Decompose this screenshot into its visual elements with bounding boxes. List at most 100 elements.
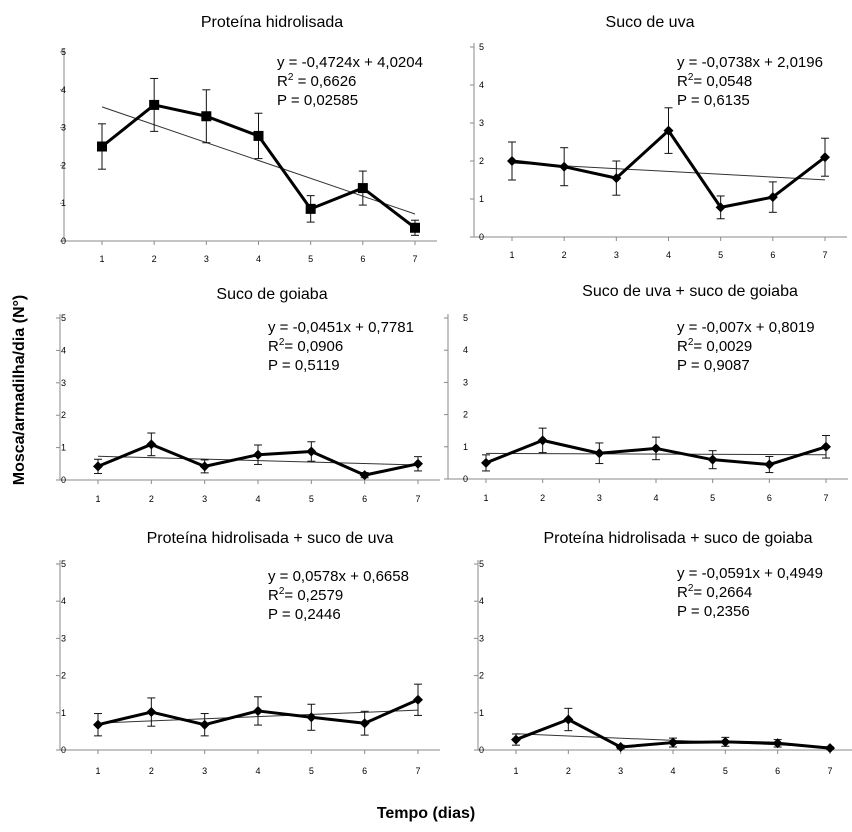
x-tick-label: 7	[415, 494, 420, 504]
x-tick-label: 4	[255, 494, 260, 504]
y-tick-label: 3	[463, 377, 468, 387]
x-tick-label: 4	[255, 766, 260, 776]
y-tick-label: 4	[61, 345, 66, 355]
x-tick-label: 5	[723, 766, 728, 776]
y-tick-label: 2	[479, 671, 484, 681]
data-point	[821, 441, 831, 452]
y-tick-label: 5	[479, 42, 484, 52]
y-tick-label: 3	[61, 123, 66, 133]
r-squared: R2= 0,0906	[268, 337, 343, 355]
panel-2: Suco de uva 0 1 2 3 4 5 1 2 3 4 5 6 7 y = -0,0738x + 2…	[470, 14, 847, 260]
data-point	[146, 707, 157, 718]
x-tick-label: 5	[308, 254, 313, 264]
x-tick-label: 3	[202, 766, 207, 776]
data-point	[413, 458, 423, 469]
x-tick-label: 2	[566, 766, 571, 776]
y-tick-label: 2	[61, 410, 66, 420]
data-point	[511, 734, 521, 745]
data-point	[413, 694, 423, 705]
y-tick-label: 4	[61, 596, 66, 606]
p-value: P = 0,9087	[677, 357, 750, 374]
data-point	[199, 461, 210, 472]
x-tick-label: 6	[362, 766, 367, 776]
data-point	[305, 203, 316, 214]
data-point	[825, 743, 835, 754]
data-point	[359, 718, 370, 729]
data-point	[146, 439, 157, 450]
x-tick-label: 1	[95, 766, 100, 776]
y-tick-label: 2	[463, 410, 468, 420]
r-squared: R2= 0,0029	[677, 337, 752, 355]
data-point	[663, 125, 674, 136]
data-point	[707, 454, 718, 465]
x-tick-label: 7	[415, 766, 420, 776]
panel-title: Proteína hidrolisada + suco de goiaba	[543, 530, 812, 547]
y-tick-label: 0	[463, 474, 468, 484]
y-tick-label: 4	[479, 80, 484, 90]
data-point	[201, 111, 212, 122]
data-point	[306, 712, 317, 723]
y-tick-label: 0	[61, 745, 66, 755]
data-point	[481, 457, 491, 468]
r-squared: R2= 0,2664	[677, 583, 752, 601]
x-tick-label: 3	[618, 766, 623, 776]
data-point	[764, 459, 775, 470]
r-squared: R2= 0,2579	[268, 586, 343, 604]
y-tick-label: 5	[61, 47, 66, 57]
panel-title: Proteína hidrolisada + suco de uva	[147, 530, 394, 547]
regression-equation: y = 0,0578x + 0,6658	[268, 568, 409, 585]
x-tick-label: 6	[770, 250, 775, 260]
y-tick-label: 1	[463, 442, 468, 452]
y-tick-label: 4	[463, 345, 468, 355]
regression-equation: y = -0,0451x + 0,7781	[268, 319, 414, 336]
data-point	[93, 719, 103, 730]
data-point	[772, 738, 783, 749]
data-point	[715, 202, 726, 213]
data-point	[651, 443, 661, 454]
r-squared-value: = 0,0029	[693, 338, 752, 355]
y-tick-label: 0	[479, 745, 484, 755]
r-squared-value: = 0,2664	[693, 584, 752, 601]
x-tick-label: 4	[670, 766, 675, 776]
x-tick-label: 1	[99, 254, 104, 264]
x-tick-label: 4	[653, 493, 658, 503]
r-squared-value: = 0,0548	[693, 73, 752, 90]
x-tick-label: 5	[710, 493, 715, 503]
r-squared: R2 = 0,6626	[277, 72, 356, 90]
data-point	[507, 156, 517, 166]
panel-title: Proteína hidrolisada	[201, 14, 343, 31]
x-tick-label: 3	[202, 494, 207, 504]
x-tick-label: 6	[767, 493, 772, 503]
data-point	[767, 192, 778, 203]
regression-equation: y = -0,007x + 0,8019	[677, 319, 815, 336]
x-tick-label: 3	[597, 493, 602, 503]
regression-equation: y = -0,4724x + 4,0204	[277, 54, 423, 71]
regression-equation: y = -0,0591x + 0,4949	[677, 565, 823, 582]
data-point	[253, 130, 264, 141]
y-tick-label: 4	[61, 85, 66, 95]
data-point	[720, 736, 731, 747]
p-value: P = 0,02585	[277, 92, 358, 109]
data-point	[537, 435, 548, 446]
x-tick-label: 7	[412, 254, 417, 264]
y-tick-label: 3	[479, 118, 484, 128]
panel-3: Suco de goiaba 0 1 2 3 4 5 1 2 3 4 5 6 7 y = -0,0451x …	[56, 286, 440, 504]
x-tick-label: 2	[149, 766, 154, 776]
panel-4: Suco de uva + suco de goiaba 0 1 2 3 4 5 1 2 3 4 5 6…	[444, 283, 848, 503]
y-tick-label: 3	[479, 633, 484, 643]
x-tick-label: 1	[95, 494, 100, 504]
data-point	[594, 448, 605, 459]
x-tick-label: 2	[540, 493, 545, 503]
y-tick-label: 2	[61, 671, 66, 681]
x-tick-label: 1	[513, 766, 518, 776]
x-tick-label: 4	[666, 250, 671, 260]
y-tick-label: 5	[463, 313, 468, 323]
data-point	[820, 152, 830, 163]
x-tick-label: 1	[509, 250, 514, 260]
x-tick-label: 1	[483, 493, 488, 503]
data-point	[93, 461, 103, 472]
data-point	[668, 737, 678, 748]
y-tick-label: 1	[61, 198, 66, 208]
x-tick-label: 3	[204, 254, 209, 264]
